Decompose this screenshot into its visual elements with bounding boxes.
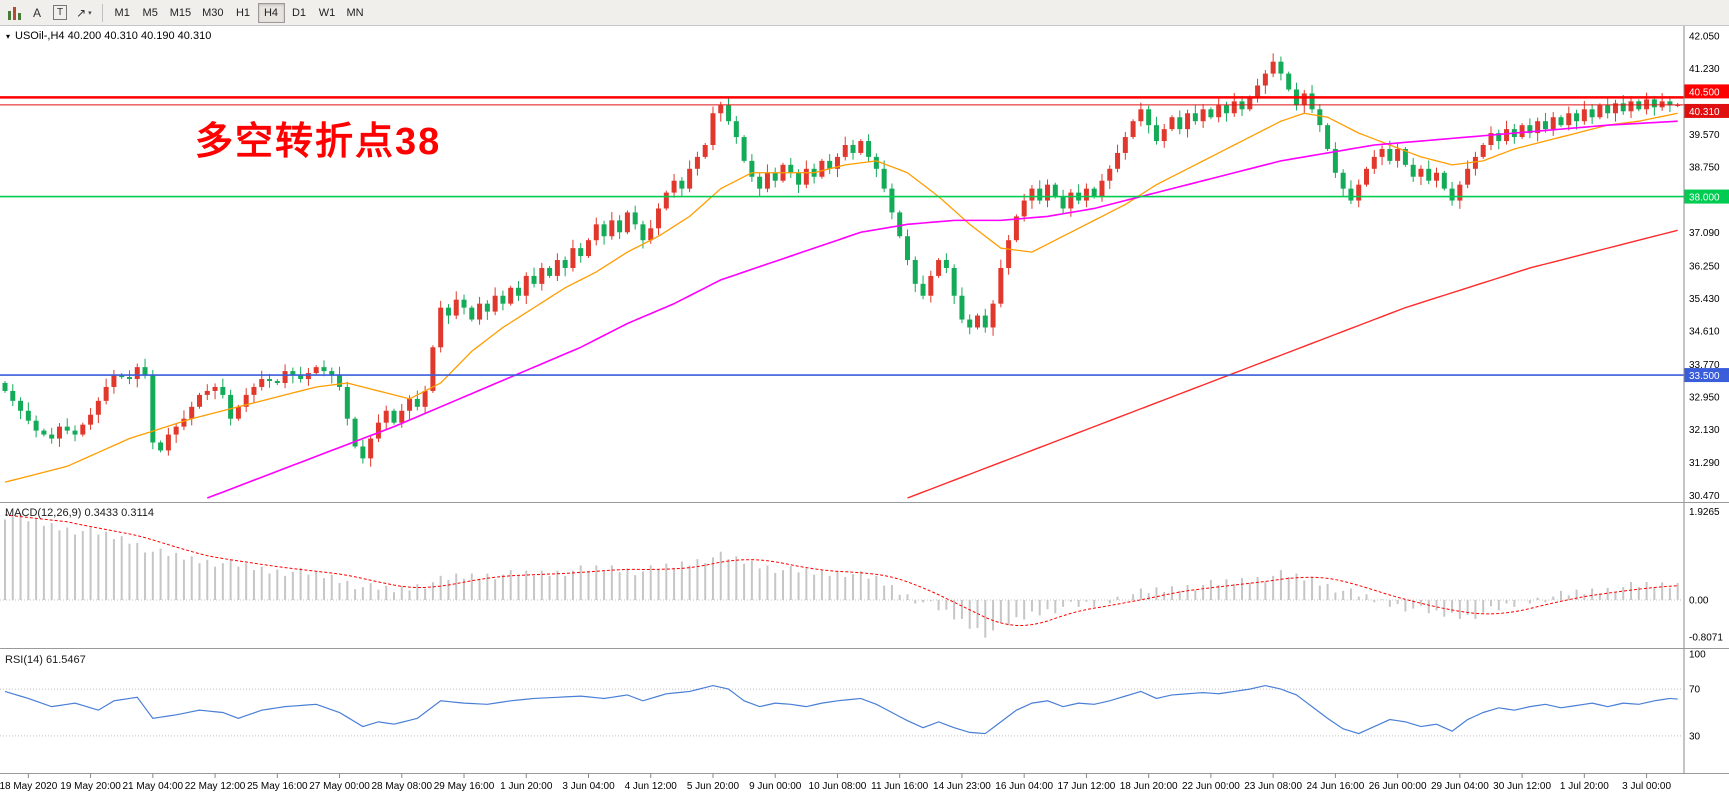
- svg-text:42.050: 42.050: [1689, 31, 1720, 42]
- svg-text:11 Jun 16:00: 11 Jun 16:00: [871, 781, 929, 792]
- svg-text:28 May 08:00: 28 May 08:00: [371, 781, 432, 792]
- svg-text:18 Jun 20:00: 18 Jun 20:00: [1120, 781, 1178, 792]
- svg-text:1.9265: 1.9265: [1689, 507, 1720, 518]
- svg-text:26 Jun 00:00: 26 Jun 00:00: [1369, 781, 1427, 792]
- chart-annotation-text: 多空转折点38: [195, 121, 442, 163]
- svg-text:16 Jun 04:00: 16 Jun 04:00: [995, 781, 1053, 792]
- svg-text:31.290: 31.290: [1689, 458, 1720, 469]
- symbol-ohlc-text: USOil-,H4 40.200 40.310 40.190 40.310: [15, 30, 212, 42]
- svg-text:24 Jun 16:00: 24 Jun 16:00: [1306, 781, 1364, 792]
- horizontal-lines-layer: 40.500 40.310 38.000 33.500: [0, 84, 1729, 383]
- svg-text:32.950: 32.950: [1689, 392, 1720, 403]
- svg-text:3 Jun 04:00: 3 Jun 04:00: [562, 781, 615, 792]
- svg-text:38.000: 38.000: [1689, 193, 1720, 204]
- svg-text:100: 100: [1689, 650, 1706, 661]
- chart-canvas[interactable]: 40.500 40.310 38.000 33.500 42.050 41.230 39.5…: [0, 26, 1729, 794]
- svg-text:39.570: 39.570: [1689, 130, 1720, 141]
- symbol-title: ▾ USOil-,H4 40.200 40.310 40.190 40.310: [6, 30, 211, 42]
- textbox-icon: T: [53, 5, 68, 20]
- toolbar: A T ↗ ▾ M1 M5 M15 M30 H1 H4 D1 W1 MN: [0, 0, 1729, 26]
- svg-text:-0.8071: -0.8071: [1689, 633, 1723, 644]
- chart-dropdown-icon[interactable]: ▾: [6, 31, 11, 41]
- panel-separators: [0, 502, 1729, 774]
- price-axis-layer: 42.050 41.230 39.570 38.750 37.090 36.250 35.4…: [1683, 26, 1720, 773]
- ma_fast-line: [4, 112, 1678, 483]
- svg-text:40.310: 40.310: [1689, 107, 1720, 118]
- svg-text:38.750: 38.750: [1689, 162, 1720, 173]
- svg-text:21 May 04:00: 21 May 04:00: [123, 781, 184, 792]
- price-axis[interactable]: [1684, 26, 1729, 773]
- svg-text:40.500: 40.500: [1689, 87, 1720, 98]
- svg-text:25 May 16:00: 25 May 16:00: [247, 781, 308, 792]
- svg-text:29 May 16:00: 29 May 16:00: [434, 781, 495, 792]
- svg-text:30: 30: [1689, 731, 1701, 742]
- svg-text:5 Jun 20:00: 5 Jun 20:00: [687, 781, 740, 792]
- svg-text:4 Jun 12:00: 4 Jun 12:00: [625, 781, 678, 792]
- timeframe-button-mn[interactable]: MN: [342, 3, 369, 23]
- resistance-line-40500-price-label: [1684, 84, 1729, 99]
- textbox-tool-button[interactable]: T: [49, 2, 71, 23]
- timeframe-button-m30[interactable]: M30: [197, 3, 228, 23]
- arrow-shapes-tool-button[interactable]: ↗ ▾: [72, 2, 96, 23]
- svg-text:27 May 00:00: 27 May 00:00: [309, 781, 370, 792]
- svg-text:41.230: 41.230: [1689, 64, 1720, 75]
- svg-text:22 May 12:00: 22 May 12:00: [185, 781, 246, 792]
- support-line-33500-price-label: [1684, 368, 1729, 383]
- svg-text:33.770: 33.770: [1689, 360, 1720, 371]
- timeframe-button-w1[interactable]: W1: [314, 3, 341, 23]
- svg-text:35.430: 35.430: [1689, 294, 1720, 305]
- moving-averages-layer: [4, 112, 1678, 499]
- timeframe-button-m1[interactable]: M1: [109, 3, 136, 23]
- macd-panel-layer: 1.9265 0.00 -0.8071: [0, 507, 1723, 644]
- svg-text:22 Jun 00:00: 22 Jun 00:00: [1182, 781, 1240, 792]
- svg-text:1 Jun 20:00: 1 Jun 20:00: [500, 781, 553, 792]
- ma_mid-line: [206, 120, 1678, 499]
- date-axis[interactable]: [0, 773, 1684, 794]
- svg-text:32.130: 32.130: [1689, 425, 1720, 436]
- svg-text:23 Jun 08:00: 23 Jun 08:00: [1244, 781, 1302, 792]
- svg-text:10 Jun 08:00: 10 Jun 08:00: [809, 781, 867, 792]
- rsi-indicator-title: RSI(14) 61.5467: [5, 654, 86, 666]
- caret-down-icon: ▾: [88, 9, 92, 17]
- chart-area: 40.500 40.310 38.000 33.500 42.050 41.230 39.5…: [0, 26, 1729, 794]
- svg-text:3 Jul 00:00: 3 Jul 00:00: [1622, 781, 1671, 792]
- date-axis-layer: 18 May 2020 19 May 20:00 21 May 04:00 22 Ma…: [0, 773, 1671, 792]
- arrow-icon: ↗: [76, 5, 87, 20]
- svg-text:9 Jun 00:00: 9 Jun 00:00: [749, 781, 802, 792]
- svg-text:17 Jun 12:00: 17 Jun 12:00: [1058, 781, 1116, 792]
- rsi-line: [4, 684, 1678, 735]
- ma_slow-line: [907, 229, 1678, 499]
- svg-text:29 Jun 04:00: 29 Jun 04:00: [1431, 781, 1489, 792]
- svg-text:30.470: 30.470: [1689, 491, 1720, 502]
- svg-text:30 Jun 12:00: 30 Jun 12:00: [1493, 781, 1551, 792]
- chart-type-tool-button[interactable]: [3, 2, 25, 23]
- svg-text:1 Jul 20:00: 1 Jul 20:00: [1560, 781, 1609, 792]
- rsi-panel-layer: 100 70 30: [0, 650, 1706, 742]
- svg-text:34.610: 34.610: [1689, 327, 1720, 338]
- candles-layer: [2, 53, 1681, 467]
- timeframe-button-d1[interactable]: D1: [286, 3, 313, 23]
- current-price-line-price-label: [1684, 103, 1729, 118]
- macd-signal-line: [4, 514, 1678, 626]
- timeframe-button-m5[interactable]: M5: [137, 3, 164, 23]
- svg-text:14 Jun 23:00: 14 Jun 23:00: [933, 781, 991, 792]
- svg-text:36.250: 36.250: [1689, 261, 1720, 272]
- pivot-line-38000-price-label: [1684, 189, 1729, 204]
- timeframe-button-h1[interactable]: H1: [230, 3, 257, 23]
- svg-text:0.00: 0.00: [1689, 596, 1709, 607]
- svg-text:33.500: 33.500: [1689, 371, 1720, 382]
- svg-text:37.090: 37.090: [1689, 228, 1720, 239]
- svg-text:18 May 2020: 18 May 2020: [0, 781, 58, 792]
- timeframe-button-h4[interactable]: H4: [257, 2, 285, 23]
- text-annotation-tool-button[interactable]: A: [26, 2, 48, 23]
- candlestick-chart-icon: [7, 6, 21, 20]
- timeframe-button-m15[interactable]: M15: [165, 3, 196, 23]
- svg-text:19 May 20:00: 19 May 20:00: [60, 781, 121, 792]
- svg-text:70: 70: [1689, 685, 1701, 696]
- toolbar-separator: [101, 3, 103, 22]
- macd-indicator-title: MACD(12,26,9) 0.3433 0.3114: [5, 507, 154, 519]
